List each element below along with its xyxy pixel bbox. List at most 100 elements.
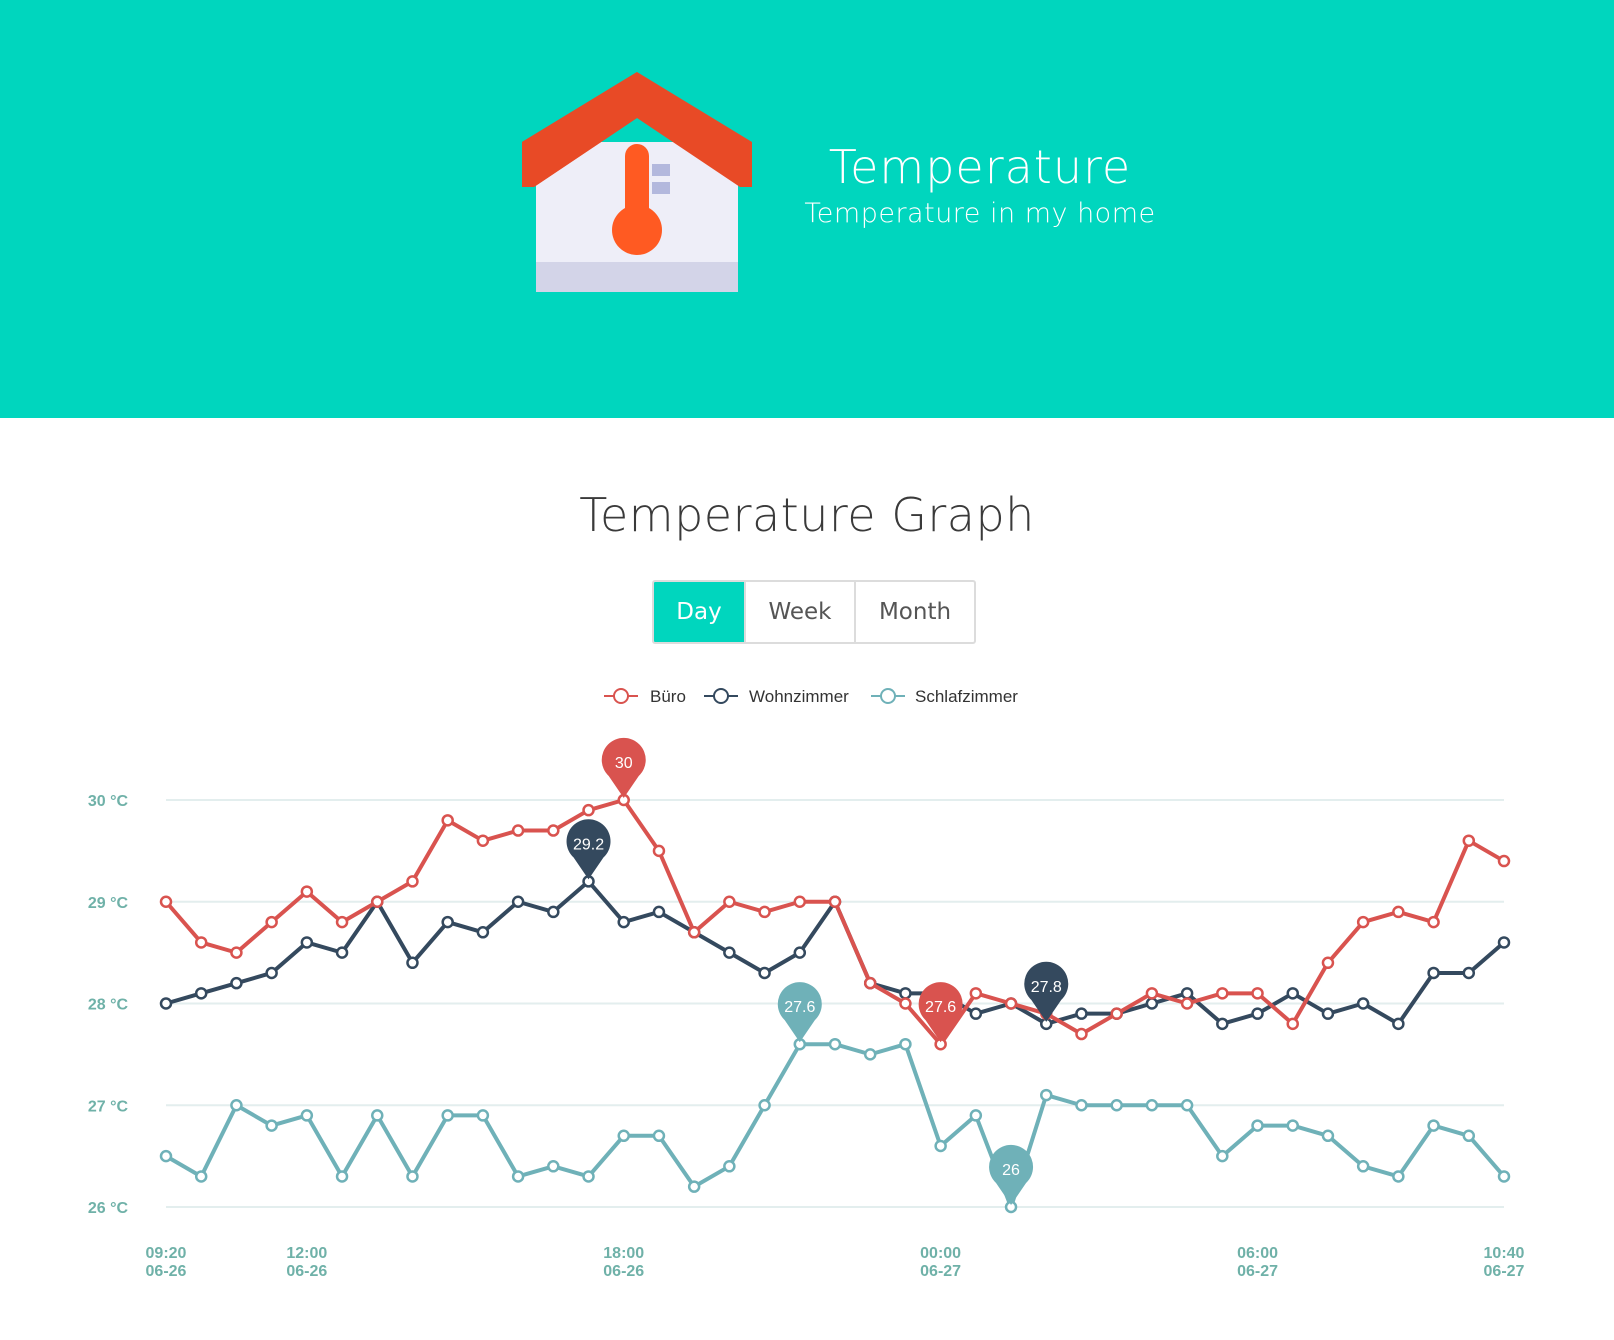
data-point <box>511 824 525 837</box>
data-point <box>406 956 419 970</box>
data-point <box>511 895 525 908</box>
data-point <box>934 1139 947 1153</box>
data-point <box>1356 997 1370 1010</box>
data-point <box>1110 1007 1123 1020</box>
data-point <box>969 1007 983 1020</box>
data-point <box>1286 1119 1299 1132</box>
data-point <box>1216 1017 1229 1031</box>
data-point <box>687 926 701 939</box>
data-point <box>230 976 243 990</box>
y-tick-label: 28 °C <box>88 997 129 1014</box>
value-pin <box>566 819 611 880</box>
data-point <box>230 1099 243 1112</box>
value-pin-label: 27.6 <box>784 999 815 1016</box>
data-point <box>969 987 983 1000</box>
data-point <box>758 966 771 980</box>
temperature-chart: 30 °C 29 °C 28 °C 27 °C 26 °C 09:20 06-26 12:00… <box>88 687 1525 1280</box>
data-point <box>265 1119 278 1132</box>
data-point <box>969 1109 983 1122</box>
data-point <box>159 997 173 1010</box>
legend-label: Schlafzimmer <box>915 687 1018 706</box>
data-point <box>1075 1007 1088 1020</box>
value-pin <box>1024 961 1069 1022</box>
data-point <box>1497 854 1511 868</box>
y-tick-label: 30 °C <box>88 793 129 810</box>
data-point <box>547 905 560 919</box>
data-point <box>1145 1099 1159 1112</box>
tab-week[interactable]: Week <box>746 582 856 642</box>
data-point <box>758 905 771 919</box>
data-point <box>828 895 842 908</box>
data-point <box>511 1170 525 1183</box>
data-point <box>617 1129 630 1143</box>
data-point <box>1427 1119 1440 1132</box>
data-point <box>159 895 173 908</box>
x-tick-label: 09:20 06-26 <box>146 1245 187 1280</box>
data-point <box>1180 987 1194 1000</box>
data-point <box>1462 1129 1476 1143</box>
data-point <box>1286 987 1299 1000</box>
data-point <box>723 946 736 959</box>
value-pin-label: 30 <box>615 755 633 772</box>
data-point <box>1462 966 1476 980</box>
data-point <box>194 1170 208 1183</box>
data-point <box>300 1109 314 1122</box>
data-point <box>1392 905 1405 919</box>
graph-title: Temperature Graph <box>579 488 1035 542</box>
data-point <box>1427 966 1440 980</box>
legend-label: Wohnzimmer <box>749 687 849 706</box>
y-tick-label: 29 °C <box>88 895 129 912</box>
legend-label: Büro <box>650 687 686 706</box>
data-point <box>723 1160 736 1173</box>
data-point <box>863 976 877 990</box>
data-point <box>1321 956 1335 970</box>
house-thermometer-icon <box>522 72 752 292</box>
data-point <box>723 895 736 908</box>
data-point <box>1356 1160 1370 1173</box>
data-point <box>335 946 349 959</box>
x-tick-label: 12:00 06-26 <box>286 1245 327 1280</box>
x-tick-label: 10:40 06-27 <box>1484 1245 1525 1280</box>
data-point <box>1392 1017 1405 1031</box>
data-point <box>1497 1170 1511 1183</box>
data-point <box>1427 915 1440 929</box>
data-point <box>758 1099 771 1112</box>
data-point <box>1180 997 1194 1010</box>
data-point <box>335 915 349 929</box>
data-point <box>1004 997 1018 1010</box>
data-point <box>476 926 490 939</box>
value-pin <box>601 737 646 798</box>
data-point <box>441 1109 454 1122</box>
range-tabs: Day Week Month <box>652 580 976 644</box>
data-point <box>265 966 278 980</box>
data-point <box>159 1149 173 1163</box>
series-line <box>164 798 1506 1047</box>
data-point <box>265 915 278 929</box>
tab-month[interactable]: Month <box>878 599 952 625</box>
header-banner: Temperature Temperature in my home <box>0 0 1614 418</box>
data-point <box>1251 1119 1264 1132</box>
series-line <box>164 1042 1506 1209</box>
data-point <box>406 875 419 888</box>
data-point <box>1216 1149 1229 1163</box>
data-point <box>1145 987 1159 1000</box>
data-point <box>194 936 208 949</box>
data-point <box>863 1048 877 1061</box>
data-point <box>687 1180 701 1193</box>
data-point <box>582 1170 595 1183</box>
data-point <box>371 895 384 908</box>
data-point <box>1180 1099 1194 1112</box>
data-point <box>1286 1017 1299 1031</box>
data-point <box>828 1037 842 1051</box>
data-point <box>1392 1170 1405 1183</box>
data-point <box>1075 1099 1088 1112</box>
data-point <box>793 895 807 908</box>
data-point <box>547 1160 560 1173</box>
data-point <box>476 1109 490 1122</box>
tab-day[interactable]: Day <box>654 582 746 642</box>
page-subtitle: Temperature in my home <box>804 198 1156 229</box>
x-tick-label: 18:00 06-26 <box>603 1245 644 1280</box>
x-tick-label: 06:00 06-27 <box>1237 1245 1278 1280</box>
value-pin-label: 29.2 <box>573 836 604 853</box>
data-point <box>230 946 243 959</box>
